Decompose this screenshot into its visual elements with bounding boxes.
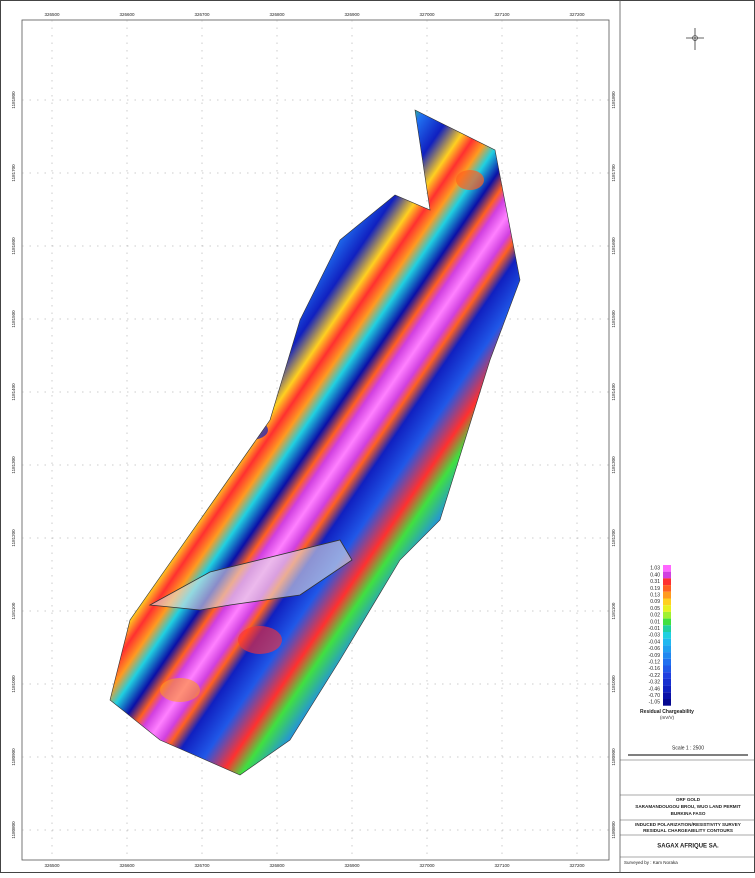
legend-swatch (663, 672, 671, 679)
y-label: 1180900 (11, 748, 16, 766)
x-label: 326900 (344, 863, 360, 868)
legend-label: 0.31 (650, 579, 660, 585)
legend-label: -0.32 (649, 680, 661, 686)
legend-label: -0.70 (649, 693, 661, 699)
legend-swatch (663, 699, 671, 706)
legend-label: -0.06 (649, 646, 661, 652)
y-label: 1181100 (611, 602, 616, 619)
legend-label: -0.03 (649, 633, 661, 639)
permit: SARAMANDOUGOU BROU, WUO LAND PERMIT (635, 804, 741, 809)
legend-label: -0.12 (649, 659, 661, 665)
legend-label: -0.09 (649, 653, 661, 659)
legend-label: 0.02 (650, 613, 660, 619)
x-label: 327100 (494, 863, 510, 868)
y-label: 1181600 (611, 237, 616, 255)
x-label: 326500 (44, 863, 60, 868)
x-label: 326700 (194, 12, 210, 17)
y-label: 1180900 (611, 748, 616, 766)
x-label: 326800 (269, 12, 285, 17)
y-label: 1181800 (11, 91, 16, 109)
x-label: 326800 (269, 863, 285, 868)
x-label: 327200 (569, 12, 585, 17)
legend-swatch (663, 679, 671, 686)
map-sheet: 326500 326500 326600 326600 326700 326700 3268… (0, 0, 755, 873)
scale-text: Scale 1 : 2500 (672, 745, 704, 751)
company: SAGAX AFRIQUE SA. (657, 844, 719, 850)
legend-label: -0.01 (649, 626, 661, 632)
high-patch (456, 170, 484, 190)
legend-swatch (663, 692, 671, 699)
legend-label: 0.40 (650, 572, 660, 578)
legend-unit: (mV/V) (660, 715, 675, 720)
legend-swatch (663, 599, 671, 606)
legend-swatch (663, 632, 671, 639)
page: {"map": { "x_labels": ["326500", "326600… (0, 0, 755, 873)
survey: INDUCED POLARIZATION/RESISTIVITY SURVEY (635, 822, 741, 827)
legend-swatch (663, 686, 671, 693)
legend-label: 0.13 (650, 592, 660, 598)
x-label: 327000 (419, 12, 435, 17)
legend-swatch (663, 572, 671, 579)
legend-swatch (663, 592, 671, 599)
legend-label: 0.01 (650, 619, 660, 625)
y-label: 1181300 (11, 456, 16, 474)
legend-label: 0.19 (650, 586, 660, 592)
y-label: 1181700 (11, 164, 16, 182)
y-label: 1181100 (11, 602, 16, 619)
y-label: 1181400 (11, 383, 16, 401)
legend-swatch (663, 605, 671, 612)
high-patch (160, 678, 200, 702)
legend-label: 1.03 (650, 566, 660, 572)
y-label: 1181200 (11, 529, 16, 547)
legend-swatch (663, 652, 671, 659)
surveyed-by: Surveyed by : Kam Noraka (624, 860, 678, 865)
y-label: 1181000 (11, 675, 16, 693)
x-label: 326700 (194, 863, 210, 868)
y-label: 1180800 (611, 821, 616, 839)
x-label: 326600 (119, 863, 135, 868)
client: ORF GOLD (676, 797, 701, 802)
legend-label: -0.04 (649, 639, 661, 645)
y-label: 1181300 (611, 456, 616, 474)
legend-swatch (663, 659, 671, 666)
y-label: 1181200 (611, 529, 616, 547)
x-label: 327100 (494, 12, 510, 17)
legend-swatch (663, 645, 671, 652)
legend-label: 0.05 (650, 606, 660, 612)
map-title: RESIDUAL CHARGEABILITY CONTOURS (643, 828, 733, 833)
legend-label: -0.16 (649, 666, 661, 672)
legend-label: -0.46 (649, 686, 661, 692)
high-patch (238, 626, 282, 654)
legend-swatch (663, 619, 671, 626)
legend-swatch (663, 625, 671, 632)
legend-swatch (663, 666, 671, 673)
legend-swatch (663, 612, 671, 619)
y-label: 1181700 (611, 164, 616, 182)
legend-swatch (663, 578, 671, 585)
y-label: 1181000 (611, 675, 616, 693)
legend-label: -0.22 (649, 673, 661, 679)
country: BURKINA FASO (671, 811, 706, 816)
y-label: 1181400 (611, 383, 616, 401)
legend-label: 0.09 (650, 599, 660, 605)
x-label: 326600 (119, 12, 135, 17)
y-label: 1181800 (611, 91, 616, 109)
x-label: 327000 (419, 863, 435, 868)
y-label: 1181500 (611, 310, 616, 328)
y-label: 1181500 (11, 310, 16, 328)
legend-swatch (663, 565, 671, 572)
legend-label: -1.05 (649, 700, 661, 706)
x-label: 327200 (569, 863, 585, 868)
y-label: 1181600 (11, 237, 16, 255)
legend-swatch (663, 585, 671, 592)
x-label: 326900 (344, 12, 360, 17)
x-label: 326500 (44, 12, 60, 17)
y-label: 1180800 (11, 821, 16, 839)
legend-swatch (663, 639, 671, 646)
